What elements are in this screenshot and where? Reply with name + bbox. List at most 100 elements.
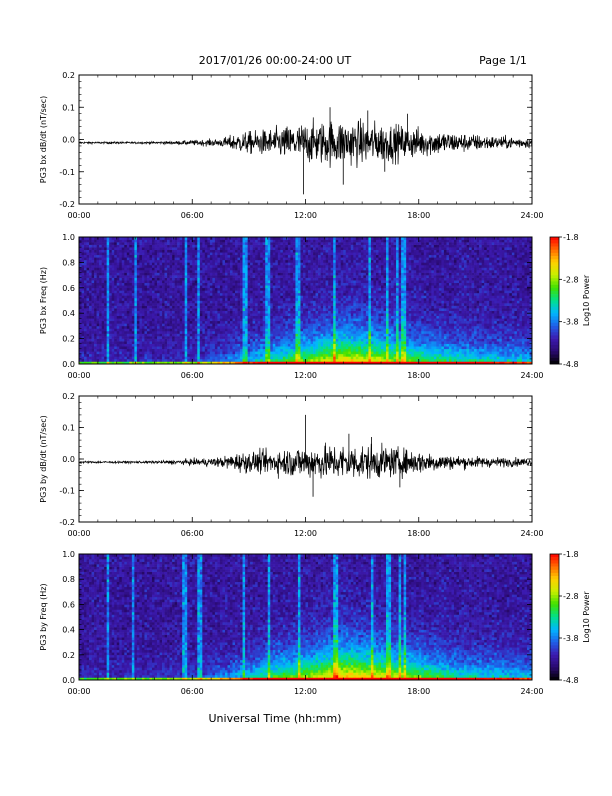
spectrogram-cell <box>200 323 203 326</box>
spectrogram-cell <box>222 351 225 354</box>
spectrogram-cell <box>202 321 205 324</box>
spectrogram-cell <box>290 278 293 281</box>
spectrogram-cell <box>222 311 225 314</box>
spectrogram-cell <box>82 346 85 349</box>
spectrogram-cell <box>278 278 281 281</box>
spectrogram-cell <box>212 359 215 362</box>
spectrogram-cell <box>288 311 291 314</box>
spectrogram-cell <box>109 273 112 276</box>
spectrogram-cell <box>212 293 215 296</box>
spectrogram-cell <box>200 250 203 253</box>
spectrogram-cell <box>162 265 165 268</box>
spectrogram-cell <box>185 339 188 342</box>
spectrogram-cell <box>323 359 326 362</box>
spectrogram-cell <box>243 306 246 309</box>
spectrogram-cell <box>313 308 316 311</box>
spectrogram-cell <box>175 331 178 334</box>
spectrogram-cell <box>321 242 324 245</box>
spectrogram-cell <box>233 275 236 278</box>
spectrogram-cell <box>300 265 303 268</box>
spectrogram-cell <box>180 295 183 298</box>
spectrogram-cell <box>303 267 306 270</box>
spectrogram-cell <box>230 326 233 329</box>
spectrogram-cell <box>225 260 228 263</box>
spectrogram-cell <box>99 334 102 337</box>
spectrogram-cell <box>245 267 248 270</box>
spectrogram-cell <box>245 318 248 321</box>
spectrogram-cell <box>172 247 175 250</box>
spectrogram-cell <box>92 356 95 359</box>
spectrogram-cell <box>288 301 291 304</box>
spectrogram-cell <box>187 283 190 286</box>
spectrogram-cell <box>311 356 314 359</box>
spectrogram-cell <box>172 328 175 331</box>
spectrogram-cell <box>157 356 160 359</box>
spectrogram-cell <box>265 321 268 324</box>
spectrogram-cell <box>87 293 90 296</box>
spectrogram-cell <box>122 290 125 293</box>
spectrogram-cell <box>275 252 278 255</box>
spectrogram-cell <box>107 308 110 311</box>
spectrogram-cell <box>134 255 137 258</box>
spectrogram-cell <box>295 252 298 255</box>
spectrogram-cell <box>147 290 150 293</box>
spectrogram-cell <box>89 311 92 314</box>
spectrogram-cell <box>185 247 188 250</box>
spectrogram-cell <box>288 344 291 347</box>
spectrogram-cell <box>134 280 137 283</box>
spectrogram-cell <box>268 346 271 349</box>
spectrogram-cell <box>233 295 236 298</box>
spectrogram-cell <box>180 293 183 296</box>
spectrogram-cell <box>275 339 278 342</box>
spectrogram-cell <box>167 267 170 270</box>
spectrogram-cell <box>248 321 251 324</box>
spectrogram-cell <box>278 295 281 298</box>
spectrogram-cell <box>149 283 152 286</box>
spectrogram-cell <box>270 267 273 270</box>
spectrogram-cell <box>149 255 152 258</box>
spectrogram-cell <box>258 250 261 253</box>
spectrogram-cell <box>187 323 190 326</box>
spectrogram-cell <box>104 331 107 334</box>
spectrogram-cell <box>119 252 122 255</box>
spectrogram-cell <box>117 250 120 253</box>
spectrogram-cell <box>114 245 117 248</box>
spectrogram-cell <box>258 344 261 347</box>
spectrogram-cell <box>152 326 155 329</box>
spectrogram-cell <box>285 318 288 321</box>
spectrogram-cell <box>200 283 203 286</box>
spectrogram-cell <box>273 290 276 293</box>
spectrogram-cell <box>243 262 246 265</box>
spectrogram-cell <box>129 318 132 321</box>
spectrogram-cell <box>295 283 298 286</box>
spectrogram-cell <box>185 306 188 309</box>
spectrogram-cell <box>295 255 298 258</box>
spectrogram-cell <box>137 359 140 362</box>
spectrogram-cell <box>84 349 87 352</box>
spectrogram-cell <box>243 250 246 253</box>
spectrogram-cell <box>270 318 273 321</box>
spectrogram-cell <box>109 334 112 337</box>
spectrogram-cell <box>170 267 173 270</box>
spectrogram-cell <box>275 354 278 357</box>
spectrogram-cell <box>167 303 170 306</box>
spectrogram-cell <box>238 295 241 298</box>
spectrogram-cell <box>321 351 324 354</box>
spectrogram-cell <box>149 298 152 301</box>
spectrogram-cell <box>253 339 256 342</box>
spectrogram-cell <box>132 257 135 260</box>
spectrogram-cell <box>235 349 238 352</box>
spectrogram-cell <box>155 328 158 331</box>
spectrogram-cell <box>167 262 170 265</box>
spectrogram-cell <box>82 321 85 324</box>
spectrogram-cell <box>280 306 283 309</box>
spectrogram-cell <box>87 262 90 265</box>
spectrogram-cell <box>175 321 178 324</box>
spectrogram-cell <box>190 260 193 263</box>
spectrogram-cell <box>92 252 95 255</box>
spectrogram-cell <box>230 247 233 250</box>
spectrogram-cell <box>268 262 271 265</box>
spectrogram-cell <box>144 295 147 298</box>
spectrogram-cell <box>167 295 170 298</box>
spectrogram-cell <box>127 255 130 258</box>
